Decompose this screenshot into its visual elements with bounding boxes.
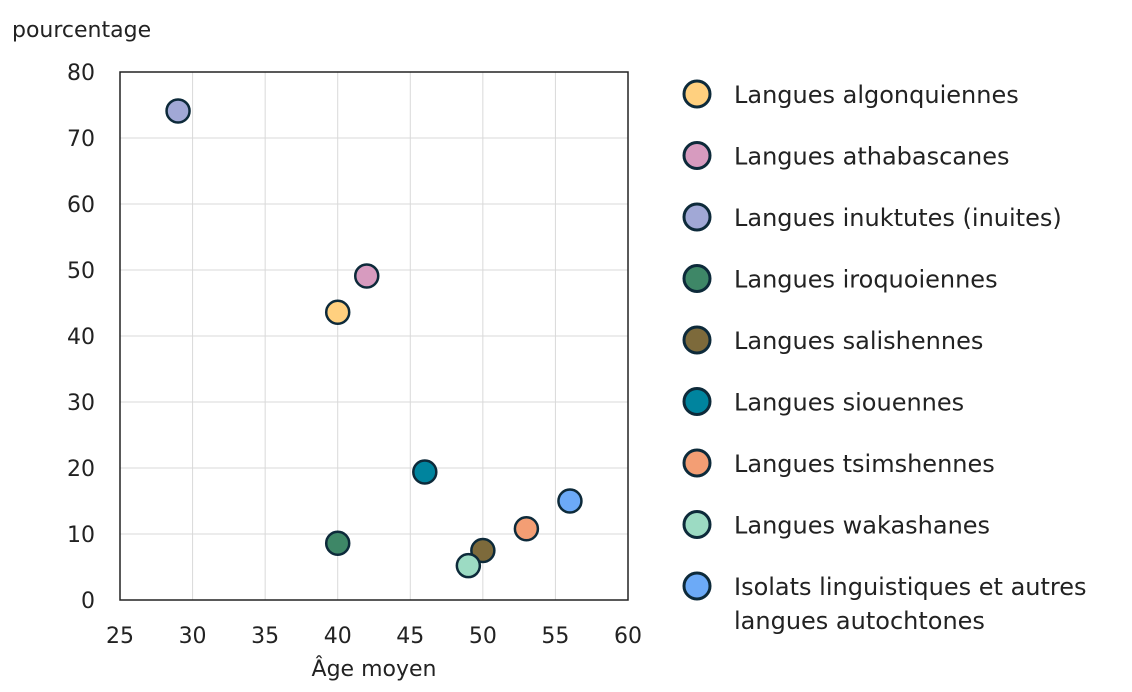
x-tick-label: 60 — [614, 624, 642, 649]
legend-label: Langues salishennes — [734, 327, 983, 355]
x-tick-label: 35 — [251, 624, 279, 649]
data-point — [513, 515, 540, 542]
legend-label-line: Langues wakashanes — [734, 512, 990, 540]
data-point — [165, 98, 191, 124]
y-tick-label: 80 — [67, 61, 95, 86]
legend-marker — [682, 571, 712, 601]
plot-frame — [119, 71, 629, 601]
x-tick-label: 25 — [106, 624, 134, 649]
data-point — [470, 537, 496, 564]
legend-label: Langues wakashanes — [734, 512, 990, 540]
legend-marker — [682, 510, 712, 539]
y-tick-label: 70 — [67, 127, 95, 152]
data-points — [165, 98, 583, 579]
grid — [119, 71, 629, 601]
data-point — [353, 263, 380, 289]
x-tick-label: 40 — [324, 624, 352, 649]
y-tick-label: 10 — [67, 523, 95, 548]
legend-label: Langues siouennes — [734, 389, 964, 417]
legend-label-line: Isolats linguistiques et autres — [734, 573, 1087, 601]
legend-label: Langues athabascanes — [734, 143, 1010, 171]
legend-label-line: Langues inuktutes (inuites) — [734, 204, 1062, 232]
y-axis-label: pourcentage — [12, 18, 151, 43]
x-tick-label: 50 — [469, 624, 497, 649]
tick-labels: 25 30 35 40 45 50 55 60 0 10 20 30 40 50 60 70 80 — [67, 61, 642, 649]
data-point — [455, 552, 482, 579]
data-point — [412, 459, 438, 485]
data-point — [557, 488, 583, 514]
legend-label: Isolats linguistiques et autres langues a… — [734, 573, 1087, 635]
y-tick-label: 40 — [67, 325, 95, 350]
y-tick-label: 60 — [67, 193, 95, 218]
legend-label: Langues algonquiennes — [734, 81, 1019, 109]
y-tick-label: 30 — [67, 391, 95, 416]
legend-marker — [682, 202, 712, 232]
legend-marker — [682, 264, 712, 293]
legend-marker — [682, 79, 712, 109]
x-axis-label: Âge moyen — [312, 656, 437, 682]
legend-label: Langues tsimshennes — [734, 450, 995, 478]
legend-label-line: Langues salishennes — [734, 327, 983, 355]
legend-marker — [682, 325, 712, 355]
legend-label-line: Langues tsimshennes — [734, 450, 995, 478]
legend-label-line: Langues iroquoiennes — [734, 266, 998, 294]
data-point — [324, 299, 351, 325]
x-tick-label: 45 — [396, 624, 424, 649]
x-tick-label: 30 — [179, 624, 207, 649]
y-tick-label: 50 — [67, 259, 95, 284]
legend-label: Langues iroquoiennes — [734, 266, 998, 294]
legend-label-line: Langues siouennes — [734, 389, 964, 417]
x-tick-label: 55 — [541, 624, 569, 649]
legend-label-line: Langues algonquiennes — [734, 81, 1019, 109]
y-tick-label: 0 — [81, 589, 95, 614]
y-tick-label: 20 — [67, 457, 95, 482]
legend: Langues algonquiennes Langues athabascane… — [682, 79, 1087, 635]
legend-marker — [682, 448, 712, 478]
data-point — [324, 530, 351, 556]
legend-marker — [682, 141, 712, 170]
legend-label: Langues inuktutes (inuites) — [734, 204, 1062, 232]
legend-label-line: langues autochtones — [734, 607, 985, 635]
legend-marker — [682, 387, 712, 416]
legend-label-line: Langues athabascanes — [734, 143, 1010, 171]
